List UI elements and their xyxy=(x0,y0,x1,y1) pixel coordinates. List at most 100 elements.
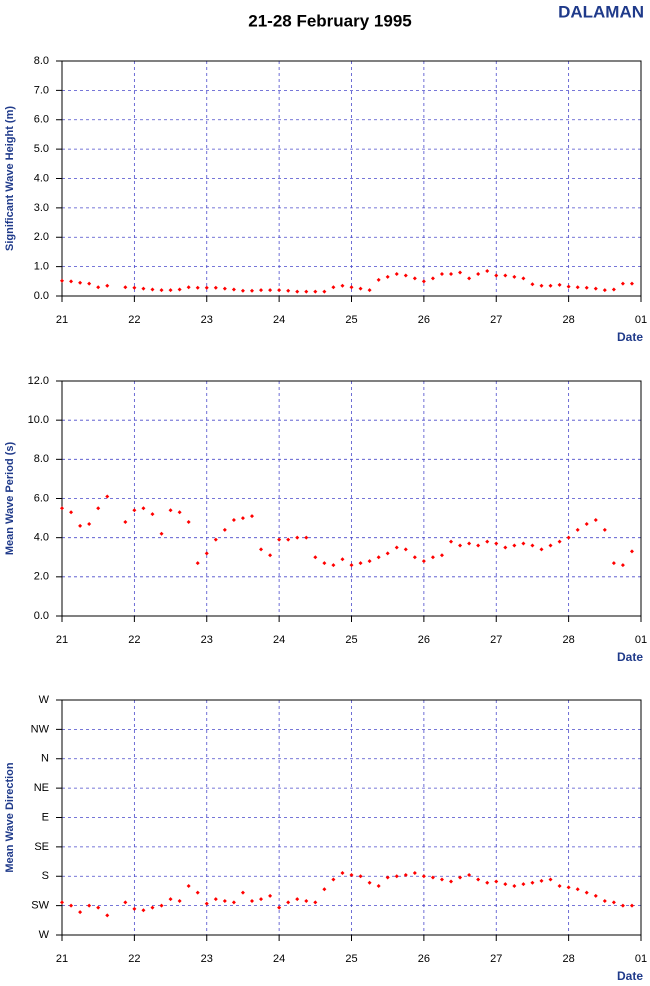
data-point xyxy=(358,561,363,566)
x-tick-label: 25 xyxy=(345,314,357,326)
plot-frame xyxy=(61,380,642,617)
data-point xyxy=(168,508,173,513)
data-point xyxy=(620,563,625,568)
data-point xyxy=(539,547,544,552)
y-tick-label: 1.0 xyxy=(34,261,49,273)
data-point xyxy=(349,285,354,290)
y-tick-label: 2.0 xyxy=(34,571,49,583)
data-point xyxy=(331,285,336,290)
data-point xyxy=(412,276,417,281)
data-point xyxy=(421,874,426,879)
data-point xyxy=(584,890,589,895)
data-point xyxy=(376,884,381,889)
data-point xyxy=(602,899,607,904)
data-point xyxy=(168,288,173,293)
data-point xyxy=(277,537,282,542)
x-tick-label: 28 xyxy=(563,634,575,646)
data-point xyxy=(69,279,74,284)
data-point xyxy=(259,897,264,902)
data-point xyxy=(69,510,74,515)
data-point xyxy=(213,897,218,902)
data-point xyxy=(259,547,264,552)
data-point xyxy=(322,561,327,566)
data-point xyxy=(494,541,499,546)
data-point xyxy=(521,882,526,887)
data-point xyxy=(304,899,309,904)
data-point xyxy=(385,875,390,880)
data-point xyxy=(141,506,146,511)
y-tick-label: N xyxy=(41,753,49,765)
data-point xyxy=(503,882,508,887)
data-point xyxy=(611,900,616,905)
data-point xyxy=(96,285,101,290)
data-point xyxy=(476,543,481,548)
data-point xyxy=(331,563,336,568)
data-point xyxy=(105,494,110,499)
data-point xyxy=(611,287,616,292)
data-point xyxy=(503,273,508,278)
data-point xyxy=(177,510,182,515)
data-point xyxy=(530,880,535,885)
x-axis-label: Date xyxy=(617,330,643,344)
data-point xyxy=(403,872,408,877)
x-tick-label: 22 xyxy=(128,953,140,965)
data-point xyxy=(159,531,164,536)
data-point xyxy=(186,884,191,889)
plot-frame xyxy=(61,699,642,936)
data-point xyxy=(575,527,580,532)
data-point xyxy=(168,897,173,902)
x-tick-label: 22 xyxy=(128,634,140,646)
data-point xyxy=(439,877,444,882)
data-point xyxy=(385,551,390,556)
y-tick-label: 5.0 xyxy=(34,143,49,155)
data-point xyxy=(195,561,200,566)
data-point xyxy=(159,903,164,908)
x-tick-label: 27 xyxy=(490,314,502,326)
data-point xyxy=(421,559,426,564)
y-tick-label: 7.0 xyxy=(34,84,49,96)
data-point xyxy=(557,884,562,889)
data-point xyxy=(575,887,580,892)
data-point xyxy=(412,870,417,875)
data-point xyxy=(449,879,454,884)
data-point xyxy=(340,557,345,562)
data-point xyxy=(593,286,598,291)
y-tick-label: NE xyxy=(34,782,49,794)
y-tick-label: E xyxy=(42,811,49,823)
data-point xyxy=(186,285,191,290)
data-point xyxy=(575,285,580,290)
data-point xyxy=(96,506,101,511)
data-point xyxy=(512,884,517,889)
x-tick-label: 26 xyxy=(418,634,430,646)
station-name: DALAMAN xyxy=(558,2,644,21)
y-tick-label: SE xyxy=(34,841,49,853)
y-tick-label: 8.0 xyxy=(34,55,49,67)
data-point xyxy=(304,289,309,294)
data-point xyxy=(539,283,544,288)
data-point xyxy=(240,516,245,521)
data-point xyxy=(620,281,625,286)
y-axis-label: Mean Wave Period (s) xyxy=(4,442,16,556)
data-point xyxy=(367,559,372,564)
data-point xyxy=(557,282,562,287)
data-point xyxy=(277,905,282,910)
data-point xyxy=(458,875,463,880)
y-tick-label: W xyxy=(39,694,50,706)
data-point xyxy=(340,283,345,288)
y-tick-label: 2.0 xyxy=(34,231,49,243)
data-point xyxy=(141,286,146,291)
data-point xyxy=(105,913,110,918)
x-tick-label: 27 xyxy=(490,634,502,646)
data-point xyxy=(231,900,236,905)
data-point xyxy=(295,289,300,294)
data-point xyxy=(249,288,254,293)
data-point xyxy=(87,281,92,286)
data-point xyxy=(186,520,191,524)
data-point xyxy=(69,903,74,908)
x-tick-label: 27 xyxy=(490,953,502,965)
x-axis-label: Date xyxy=(617,969,643,983)
data-point xyxy=(458,543,463,548)
data-point xyxy=(286,288,291,293)
data-point xyxy=(78,280,83,285)
data-point xyxy=(313,555,318,560)
